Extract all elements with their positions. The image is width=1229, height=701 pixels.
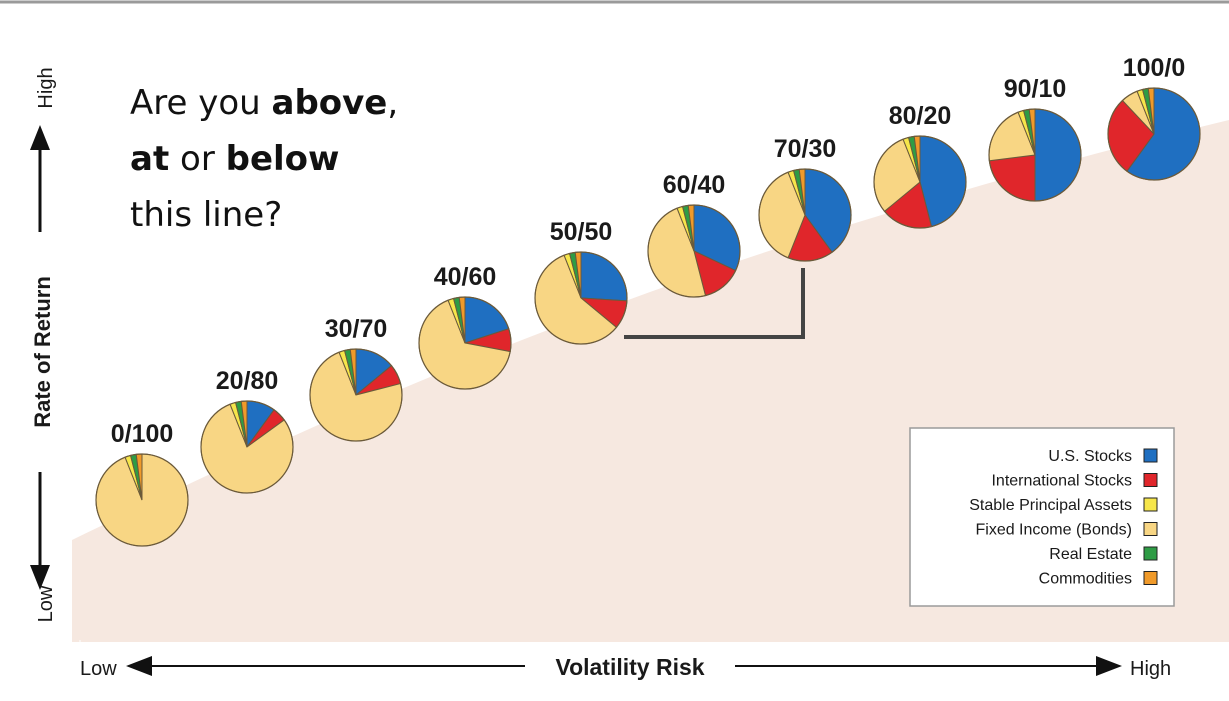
pie-outline (309, 348, 403, 442)
pie-60-40: 60/40 (647, 171, 741, 298)
legend-swatch (1143, 571, 1158, 585)
pie-70-30: 70/30 (758, 135, 852, 262)
question-line1-bold: above (272, 83, 388, 123)
x-axis-title: Volatility Risk (555, 654, 704, 680)
legend-swatch (1143, 497, 1158, 512)
svg-text:at or below: at or below (130, 139, 339, 179)
pie-100-0: 100/0 (1107, 54, 1201, 181)
legend-swatch (1143, 522, 1158, 536)
legend-label: Commodities (1039, 571, 1132, 588)
pie-label: 20/80 (216, 367, 279, 395)
x-axis-low-label: Low (80, 658, 117, 680)
legend-items: U.S. Stocks International Stocks Stable Pr… (969, 448, 1158, 588)
pie-outline (758, 168, 852, 262)
pie-outline (988, 108, 1082, 202)
legend-swatch (1143, 473, 1158, 487)
x-axis: Volatility Risk Low High (79, 640, 1171, 684)
legend: U.S. Stocks International Stocks Stable Pr… (909, 427, 1175, 607)
y-axis-title: Rate of Return (30, 276, 55, 428)
pie-label: 100/0 (1123, 54, 1186, 82)
legend-label: Real Estate (1049, 546, 1132, 563)
pie-label: 50/50 (550, 218, 613, 246)
arrow-up-icon (30, 125, 50, 150)
pie-label: 30/70 (325, 315, 388, 343)
pie-label: 60/40 (663, 171, 726, 199)
arrow-down-icon (30, 565, 50, 590)
pie-30-70: 30/70 (309, 315, 403, 442)
pie-label: 0/100 (111, 420, 174, 448)
pie-80-20: 80/20 (873, 102, 967, 229)
pie-0-100: 0/100 (95, 420, 189, 547)
pie-outline (873, 135, 967, 229)
pie-outline (95, 453, 189, 547)
legend-label: International Stocks (991, 473, 1132, 490)
question-line1-prefix: Are you (130, 83, 272, 123)
question-line3: this line? (130, 195, 282, 235)
pie-label: 90/10 (1004, 75, 1067, 103)
question-text: Are you above, at or below this line? (130, 83, 398, 235)
pie-90-10: 90/10 (988, 75, 1082, 202)
y-axis: Rate of Return High Low (28, 67, 57, 622)
y-axis-low-label: Low (35, 585, 57, 622)
pie-outline (647, 204, 741, 298)
x-axis-high-label: High (1130, 658, 1171, 680)
pie-20-80: 20/80 (200, 367, 294, 494)
pie-group: 0/100 20/80 30/70 40/60 50/50 60/40 70/30 80/20… (95, 54, 1201, 547)
pie-outline (534, 251, 628, 345)
legend-swatch (1143, 448, 1158, 463)
pie-label: 70/30 (774, 135, 837, 163)
legend-swatch (1143, 546, 1158, 561)
svg-text:Are you above,: Are you above, (130, 83, 398, 123)
pie-label: 80/20 (889, 102, 952, 130)
legend-box (909, 427, 1175, 607)
legend-label: Stable Principal Assets (969, 497, 1132, 514)
pie-40-60: 40/60 (418, 263, 512, 390)
legend-label: Fixed Income (Bonds) (975, 522, 1132, 539)
question-line1-suffix: , (387, 83, 398, 123)
question-line2-mid: or (169, 139, 225, 179)
pie-label: 40/60 (434, 263, 497, 291)
pie-outline (200, 400, 294, 494)
comparison-line (624, 268, 805, 339)
legend-label: U.S. Stocks (1048, 448, 1132, 465)
pie-50-50: 50/50 (534, 218, 628, 345)
question-line2-bold1: at (130, 139, 169, 179)
y-axis-high-label: High (35, 67, 57, 108)
pie-outline (418, 296, 512, 390)
question-line2-bold2: below (226, 139, 340, 179)
pie-outline (1107, 87, 1201, 181)
arrow-left-icon (126, 656, 152, 676)
arrow-right-icon (1096, 656, 1122, 676)
